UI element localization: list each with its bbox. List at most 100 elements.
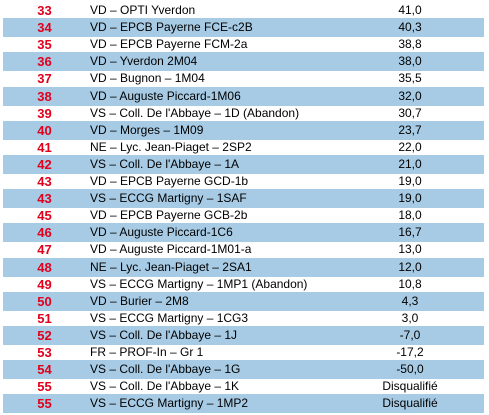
row-shading — [3, 291, 484, 311]
team-score: 35,5 — [398, 71, 422, 86]
rank-number: 52 — [37, 327, 52, 343]
rank-number: 50 — [37, 293, 52, 309]
rank-number: 43 — [37, 191, 52, 207]
table-row: 43 VS – ECCG Martigny – 1SAF 19,0 — [0, 189, 489, 209]
team-score: 13,0 — [398, 242, 422, 257]
team-score: 12,0 — [398, 259, 422, 274]
rank-number: 55 — [37, 396, 52, 412]
rank-number: 34 — [37, 20, 52, 36]
table-row: 55 VS – Coll. De l'Abbaye – 1K Disqualifié — [0, 377, 489, 396]
table-row: 51 VS – ECCG Martigny – 1CG3 3,0 — [0, 309, 489, 328]
rank-number: 35 — [37, 37, 52, 53]
row-shading — [3, 223, 484, 243]
row-shading — [3, 325, 484, 345]
team-score: -50,0 — [396, 362, 424, 377]
team-name: NE – Lyc. Jean-Piaget – 2SP2 — [90, 139, 252, 154]
team-score: 19,0 — [398, 191, 422, 206]
team-name: VS – Coll. De l'Abbaye – 1A — [90, 156, 240, 171]
row-shading — [3, 154, 484, 174]
team-score: 21,0 — [398, 156, 422, 171]
table-row: 40 VD – Morges – 1M09 23,7 — [0, 120, 489, 140]
row-shading — [3, 360, 484, 380]
table-row: 47 VD – Auguste Piccard-1M01-a 13,0 — [0, 240, 489, 259]
team-name: VS – Coll. De l'Abbaye – 1D (Abandon) — [90, 105, 300, 120]
table-row: 52 VS – Coll. De l'Abbaye – 1J -7,0 — [0, 325, 489, 345]
rank-number: 45 — [37, 208, 52, 224]
table-row: 36 VD – Yverdon 2M04 38,0 — [0, 52, 489, 72]
team-score: -17,2 — [396, 345, 424, 359]
team-name: VS – Coll. De l'Abbaye – 1J — [90, 327, 238, 342]
table-row: 42 VS – Coll. De l'Abbaye – 1A 21,0 — [0, 154, 489, 174]
table-row: 33 VD – OPTI Yverdon 41,0 — [0, 1, 489, 20]
team-score: 38,8 — [398, 37, 422, 52]
rank-number: 54 — [37, 362, 52, 378]
rank-number: 41 — [37, 139, 52, 155]
table-row: 35 VD – EPCB Payerne FCM-2a 38,8 — [0, 35, 489, 54]
team-name: VD – Auguste Piccard-1M01-a — [90, 242, 252, 257]
team-name: NE – Lyc. Jean-Piaget – 2SA1 — [90, 259, 252, 274]
team-score: 4,3 — [401, 293, 419, 308]
team-name: VS – ECCG Martigny – 1SAF — [90, 191, 247, 206]
team-name: VD – EPCB Payerne FCM-2a — [90, 37, 248, 52]
team-name: VS – Coll. De l'Abbaye – 1G — [90, 362, 241, 377]
team-name: VD – Morges – 1M09 — [90, 122, 204, 137]
rank-number: 55 — [37, 379, 52, 395]
team-name: VD – OPTI Yverdon — [90, 3, 196, 17]
team-name: VD – EPCB Payerne FCE-c2B — [90, 20, 253, 35]
table-row: 41 NE – Lyc. Jean-Piaget – 2SP2 22,0 — [0, 138, 489, 157]
rank-number: 48 — [37, 259, 52, 275]
team-score: 16,7 — [398, 225, 422, 240]
table-row: 53 FR – PROF-In – Gr 1 -17,2 — [0, 343, 489, 362]
rank-number: 39 — [37, 105, 52, 121]
team-name: VS – Coll. De l'Abbaye – 1K — [90, 379, 240, 394]
rank-number: 46 — [37, 225, 52, 241]
team-name: VD – EPCB Payerne GCD-1b — [90, 174, 249, 188]
team-name: VS – ECCG Martigny – 1MP1 (Abandon) — [90, 276, 308, 291]
team-name: VD – Bugnon – 1M04 — [90, 71, 205, 86]
rank-number: 33 — [37, 3, 52, 18]
rank-number: 37 — [37, 71, 52, 87]
row-shading — [3, 189, 484, 209]
team-score: 32,0 — [398, 88, 422, 103]
row-shading — [3, 52, 484, 72]
team-score: 38,0 — [398, 54, 422, 69]
table-row: 45 VD – EPCB Payerne GCB-2b 18,0 — [0, 206, 489, 225]
table-row: 39 VS – Coll. De l'Abbaye – 1D (Abandon) 3… — [0, 104, 489, 123]
row-shading — [3, 18, 484, 38]
rank-number: 49 — [37, 276, 52, 292]
team-score: Disqualifié — [382, 379, 438, 394]
team-score: 40,3 — [398, 20, 422, 35]
team-score: 22,0 — [398, 139, 422, 154]
team-score: 30,7 — [398, 105, 422, 120]
team-score: 10,8 — [398, 276, 422, 291]
table-row: 49 VS – ECCG Martigny – 1MP1 (Abandon) 10,… — [0, 275, 489, 294]
row-shading — [3, 86, 484, 106]
rank-number: 47 — [37, 242, 52, 258]
rank-number: 43 — [37, 174, 52, 189]
row-shading — [3, 120, 484, 140]
team-name: VD – Yverdon 2M04 — [90, 54, 198, 69]
team-score: 23,7 — [398, 122, 422, 137]
table-row: 54 VS – Coll. De l'Abbaye – 1G -50,0 — [0, 360, 489, 380]
team-name: VS – ECCG Martigny – 1CG3 — [90, 310, 249, 325]
rank-number: 36 — [37, 54, 52, 70]
rank-number: 51 — [37, 310, 52, 326]
team-score: Disqualifié — [382, 396, 438, 411]
table-row: 34 VD – EPCB Payerne FCE-c2B 40,3 — [0, 18, 489, 38]
team-name: VD – Auguste Piccard-1M06 — [90, 88, 241, 103]
row-shading — [3, 257, 484, 277]
table-row: 46 VD – Auguste Piccard-1C6 16,7 — [0, 223, 489, 243]
table-row: 55 VS – ECCG Martigny – 1MP2 Disqualifié — [0, 394, 489, 414]
team-score: 19,0 — [398, 174, 422, 188]
team-name: VD – Auguste Piccard-1C6 — [90, 225, 233, 240]
team-score: 41,0 — [398, 3, 422, 17]
rank-number: 42 — [37, 156, 52, 172]
table-row: 38 VD – Auguste Piccard-1M06 32,0 — [0, 86, 489, 106]
rank-number: 38 — [37, 88, 52, 104]
team-name: VS – ECCG Martigny – 1MP2 — [90, 396, 249, 411]
table-row: 48 NE – Lyc. Jean-Piaget – 2SA1 12,0 — [0, 257, 489, 277]
table-row: 43 VD – EPCB Payerne GCD-1b 19,0 — [0, 172, 489, 191]
team-name: VD – EPCB Payerne GCB-2b — [90, 208, 248, 223]
rank-number: 40 — [37, 122, 52, 138]
